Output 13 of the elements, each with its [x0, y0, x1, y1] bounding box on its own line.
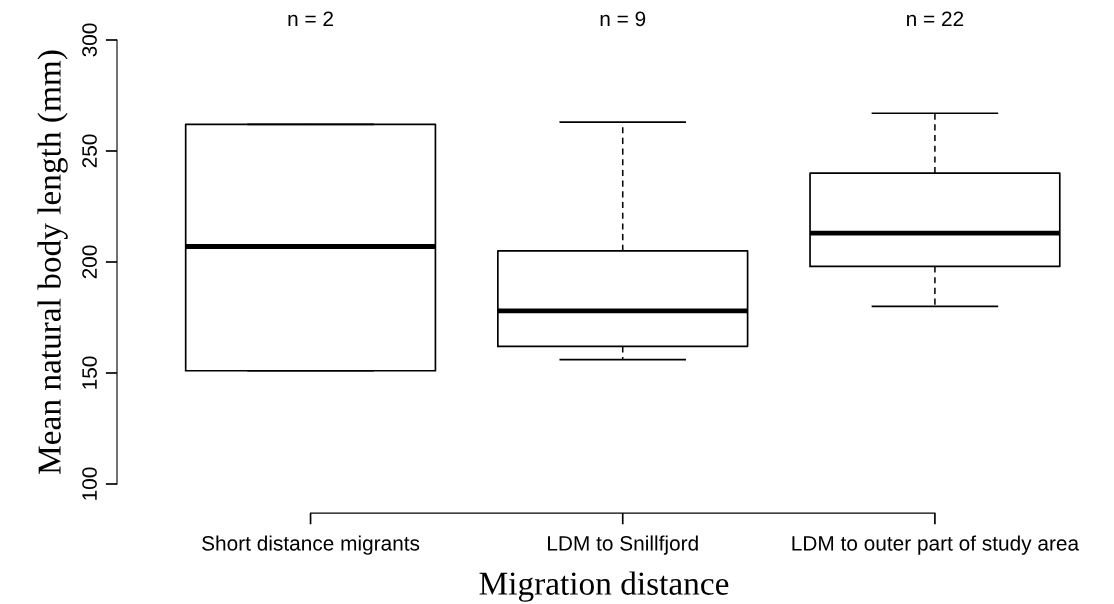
y-tick-label: 200: [82, 245, 97, 279]
text: n = 22: [907, 11, 964, 26]
x-tick-label: Short distance migrants: [202, 535, 420, 555]
x-axis-title: Migration distance: [479, 571, 729, 602]
text: n = 9: [600, 11, 646, 27]
text: n = 2: [288, 11, 333, 26]
y-tick-label: 100: [82, 467, 97, 500]
y-tick-label: 150: [82, 356, 97, 389]
y-tick-label: 250: [82, 134, 97, 168]
x-tick-label: LDM to outer part of study area: [792, 535, 1080, 555]
x-tick-label: LDM to Snillfjord: [548, 535, 698, 555]
y-axis-title: Mean natural body length (mm): [37, 50, 68, 474]
y-tick-label: 300: [82, 23, 97, 57]
